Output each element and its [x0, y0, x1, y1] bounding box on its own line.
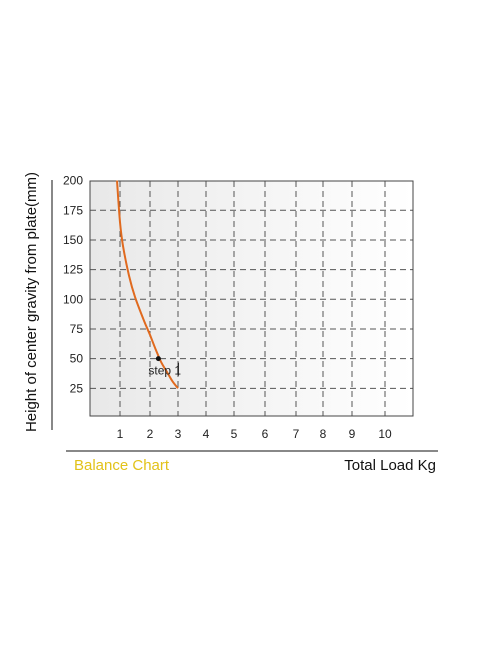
grid-lines — [90, 181, 413, 416]
x-tick-labels: 1 2 3 4 5 6 7 8 9 10 — [117, 427, 392, 441]
y-tick-100: 100 — [63, 292, 83, 306]
x-tick-8: 8 — [320, 427, 327, 441]
x-tick-2: 2 — [147, 427, 154, 441]
plot-area — [90, 181, 413, 416]
y-tick-75: 75 — [70, 322, 84, 336]
x-tick-6: 6 — [262, 427, 269, 441]
chart-caption: Balance Chart — [74, 457, 170, 474]
x-tick-3: 3 — [175, 427, 182, 441]
x-tick-10: 10 — [378, 427, 392, 441]
y-tick-labels: 25 50 75 100 125 150 175 200 — [63, 174, 83, 396]
x-tick-4: 4 — [203, 427, 210, 441]
annotation-label-0: step 1 — [148, 364, 181, 378]
y-tick-200: 200 — [63, 174, 83, 188]
series-line-0 — [116, 180, 179, 389]
annotation-layer: step 1 — [148, 356, 181, 378]
y-tick-50: 50 — [70, 352, 84, 366]
x-tick-9: 9 — [349, 427, 356, 441]
x-tick-5: 5 — [231, 427, 238, 441]
x-axis-label: Total Load Kg — [344, 457, 436, 474]
y-axis-label: Height of center gravity from plate(mm) — [23, 172, 40, 432]
x-tick-1: 1 — [117, 427, 124, 441]
x-tick-7: 7 — [293, 427, 300, 441]
annotation-point-0 — [155, 356, 161, 362]
y-tick-25: 25 — [70, 381, 84, 395]
series-layer — [116, 180, 179, 389]
y-tick-125: 125 — [63, 263, 83, 277]
y-tick-175: 175 — [63, 203, 83, 217]
y-tick-150: 150 — [63, 233, 83, 247]
plot-frame — [89, 180, 414, 417]
